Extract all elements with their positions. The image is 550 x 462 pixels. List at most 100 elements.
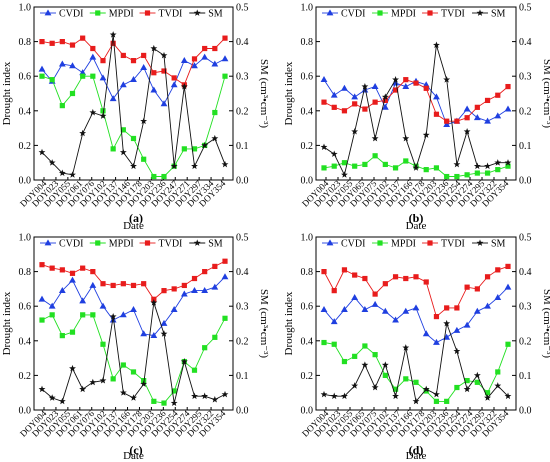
series-tvdi (39, 258, 228, 302)
data-point-mpdi (130, 135, 137, 142)
data-point-sm (341, 392, 348, 400)
left-tick-label: 1.0 (19, 233, 32, 244)
data-point-mpdi (321, 165, 327, 171)
data-point-cvdi (320, 76, 328, 83)
data-point-tvdi (59, 39, 65, 45)
data-point-sm (191, 392, 198, 400)
data-point-cvdi (38, 65, 46, 72)
data-point-sm (320, 143, 328, 151)
data-point-mpdi (202, 345, 208, 351)
legend-marker-mpdi (377, 10, 383, 16)
data-point-sm (79, 129, 87, 137)
right-tick-label: 0.4 (519, 267, 532, 278)
data-point-mpdi (49, 77, 55, 83)
data-point-cvdi (211, 60, 219, 67)
data-point-tvdi (495, 92, 501, 98)
right-tick-label: 0.0 (519, 176, 532, 187)
data-point-mpdi (484, 170, 491, 176)
x-axis-title: Date (123, 450, 144, 462)
data-point-cvdi (89, 53, 97, 60)
data-point-mpdi (90, 73, 96, 79)
y-axis-right-title: SM (cm³•cm⁻³) (541, 289, 550, 358)
data-point-sm (69, 171, 76, 178)
data-point-tvdi (505, 263, 511, 270)
data-point-cvdi (504, 105, 512, 112)
data-point-mpdi (110, 376, 116, 382)
data-point-tvdi (382, 97, 388, 104)
y-axis-right-title: SM (cm³•cm⁻³) (258, 289, 270, 358)
data-point-sm (69, 364, 76, 372)
data-point-tvdi (413, 80, 419, 86)
data-point-sm (170, 162, 178, 170)
data-point-tvdi (454, 305, 460, 311)
right-tick-label: 0.1 (519, 141, 532, 152)
left-tick-label: 1.0 (301, 233, 314, 244)
data-point-sm (48, 159, 56, 166)
right-tick-label: 0.4 (236, 267, 249, 278)
series-sm (320, 319, 512, 405)
legend-marker-tvdi (427, 10, 433, 16)
data-point-sm (89, 378, 97, 386)
right-tick-label: 0.2 (519, 336, 532, 347)
data-point-tvdi (484, 274, 491, 280)
data-point-tvdi (495, 267, 501, 273)
data-point-sm (330, 150, 338, 157)
right-tick-label: 0.5 (519, 233, 532, 244)
left-tick-label: 0.8 (301, 267, 314, 278)
data-point-mpdi (222, 73, 228, 79)
data-point-sm (484, 394, 491, 401)
data-point-sm (109, 312, 117, 320)
data-point-tvdi (49, 40, 55, 46)
data-point-sm (463, 127, 471, 135)
data-point-tvdi (403, 77, 409, 83)
left-tick-label: 1.0 (19, 3, 32, 14)
legend-label-cvdi: CVDI (341, 239, 365, 250)
data-point-cvdi (494, 112, 502, 119)
data-point-sm (412, 164, 420, 171)
data-point-mpdi (100, 341, 106, 347)
data-point-cvdi (160, 100, 168, 107)
data-point-sm (38, 148, 46, 156)
plot-frame (315, 6, 517, 181)
left-tick-label: 0.4 (19, 106, 32, 117)
data-point-sm (443, 319, 451, 327)
data-point-cvdi (330, 318, 338, 325)
series-sm (38, 31, 229, 178)
data-point-sm (504, 392, 512, 400)
legend-marker-mpdi (377, 240, 383, 246)
legend-label-sm: SM (491, 9, 506, 20)
left-tick-label: 0.2 (19, 141, 32, 152)
data-point-tvdi (222, 258, 228, 264)
data-point-cvdi (191, 287, 198, 294)
data-point-sm (443, 76, 451, 83)
data-point-tvdi (454, 118, 460, 124)
chart-panel-a: 0.00.20.40.60.81.00.00.10.20.30.40.5DOY0… (1, 3, 270, 233)
legend-label-sm: SM (208, 239, 223, 250)
data-point-cvdi (69, 62, 76, 69)
data-point-cvdi (320, 306, 328, 313)
data-point-mpdi (141, 156, 147, 162)
legend: CVDI MPDI TVDI SM (40, 9, 223, 20)
data-point-mpdi (403, 376, 409, 382)
data-point-mpdi (191, 146, 198, 152)
data-point-sm (351, 382, 359, 389)
data-point-tvdi (191, 275, 198, 282)
data-point-mpdi (321, 339, 327, 346)
legend-label-sm: SM (491, 239, 506, 250)
legend: CVDI MPDI TVDI SM (322, 239, 506, 250)
y-axis-left-title: Drought index (283, 61, 295, 125)
data-point-cvdi (422, 330, 430, 337)
data-point-cvdi (89, 281, 97, 288)
left-tick-label: 0.6 (301, 72, 314, 83)
right-tick-label: 0.3 (519, 302, 532, 313)
panel-label: (a) (129, 211, 143, 225)
data-point-mpdi (39, 73, 45, 79)
data-point-cvdi (330, 91, 338, 98)
data-point-mpdi (59, 103, 65, 109)
legend-marker-tvdi (144, 10, 151, 16)
data-point-sm (191, 162, 198, 170)
data-point-mpdi (120, 127, 126, 133)
data-point-tvdi (372, 99, 378, 105)
data-point-cvdi (351, 293, 359, 300)
data-point-mpdi (413, 379, 419, 385)
